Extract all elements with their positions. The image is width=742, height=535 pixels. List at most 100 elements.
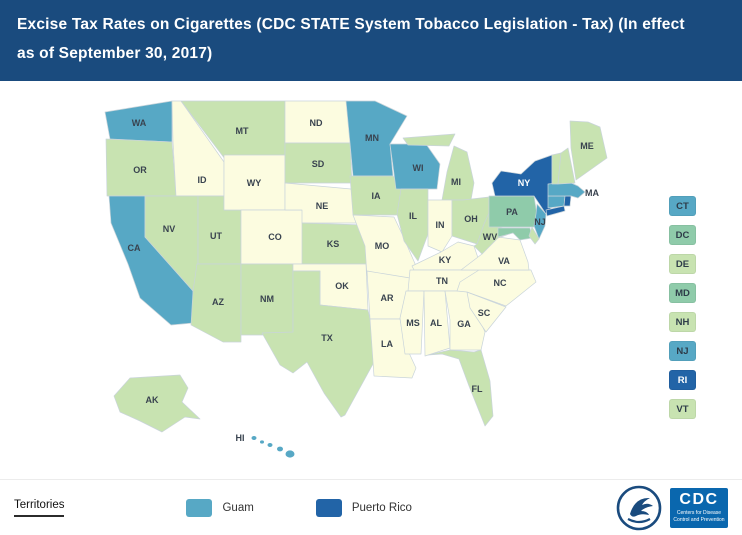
state-label-MS: MS: [406, 318, 420, 328]
state-WY[interactable]: WY: [223, 154, 286, 211]
state-KS[interactable]: KS: [301, 222, 368, 265]
guam-swatch: [186, 498, 213, 517]
state-MI[interactable]: MI: [402, 133, 475, 201]
state-label-AR: AR: [381, 293, 394, 303]
small-state-chip-label: CT: [676, 200, 689, 212]
small-state-chip-label: MD: [675, 287, 690, 299]
state-TX[interactable]: TX: [261, 270, 377, 418]
state-SC[interactable]: SC: [466, 291, 507, 333]
state-NM[interactable]: NM: [240, 263, 294, 336]
state-label-NJ: NJ: [534, 217, 546, 227]
state-label-OK: OK: [335, 281, 349, 291]
state-label-WI: WI: [413, 163, 424, 173]
small-states-list: CT DC DE MD NH NJ RI VT: [669, 196, 696, 419]
state-label-IN: IN: [436, 220, 445, 230]
state-label-OH: OH: [464, 214, 478, 224]
state-label-NY: NY: [518, 178, 531, 188]
territories-bar: Territories Guam Puerto Rico CDC Centers…: [0, 479, 742, 535]
cdc-logo: CDC Centers for Disease Control and Prev…: [670, 487, 728, 528]
legend-item-puerto-rico: Puerto Rico: [315, 498, 412, 517]
legend-item-guam: Guam: [186, 498, 254, 517]
state-label-ME: ME: [580, 141, 594, 151]
territories-legend: Guam Puerto Rico: [186, 498, 412, 517]
state-label-VA: VA: [498, 256, 510, 266]
state-label-SD: SD: [312, 159, 325, 169]
cdc-logo-text: CDC: [679, 491, 719, 509]
state-label-HI: HI: [236, 433, 245, 443]
small-state-chip-DC[interactable]: DC: [669, 225, 696, 245]
state-label-MI: MI: [451, 177, 461, 187]
small-state-chip-CT[interactable]: CT: [669, 196, 696, 216]
state-label-UT: UT: [210, 231, 222, 241]
small-state-chip-VT[interactable]: VT: [669, 399, 696, 419]
state-IL[interactable]: IL: [396, 188, 429, 262]
small-state-chip-label: DE: [675, 258, 690, 270]
state-HI[interactable]: HI: [236, 433, 295, 458]
small-state-chip-label: VT: [676, 403, 689, 415]
state-IN[interactable]: IN: [427, 199, 453, 253]
state-label-TX: TX: [321, 333, 333, 343]
state-AL[interactable]: AL: [423, 290, 451, 357]
state-WA[interactable]: WA: [104, 100, 173, 143]
state-MS[interactable]: MS: [399, 290, 425, 355]
state-FL[interactable]: FL: [427, 349, 494, 427]
state-label-KS: KS: [327, 239, 340, 249]
header-bar: Excise Tax Rates on Cigarettes (CDC STAT…: [0, 0, 742, 82]
state-WI[interactable]: WI: [389, 143, 441, 190]
state-label-SC: SC: [478, 308, 491, 318]
state-MD[interactable]: [497, 227, 533, 241]
state-NH[interactable]: [557, 147, 576, 185]
report-title: Excise Tax Rates on Cigarettes (CDC STAT…: [17, 16, 685, 62]
state-label-MT: MT: [236, 126, 249, 136]
cdc-logo-subtext: Centers for Disease Control and Preventi…: [673, 510, 725, 523]
state-label-PA: PA: [506, 207, 518, 217]
state-label-CO: CO: [268, 232, 282, 242]
small-state-chip-label: NH: [675, 316, 690, 328]
state-label-NV: NV: [163, 224, 176, 234]
territories-label: Territories: [14, 499, 65, 517]
state-ND[interactable]: ND: [284, 100, 351, 144]
state-MA[interactable]: MA: [547, 181, 599, 199]
state-SD[interactable]: SD: [284, 142, 353, 184]
state-NC[interactable]: NC: [456, 269, 537, 307]
small-state-chip-DE[interactable]: DE: [669, 254, 696, 274]
us-choropleth-map: WA OR CA ID NV UT AZ MT WY CO NM ND SD NE KS OK TX MN IA MO…: [104, 100, 608, 458]
guam-label: Guam: [222, 501, 254, 514]
state-ME[interactable]: ME: [569, 120, 608, 181]
state-label-WA: WA: [132, 118, 147, 128]
state-RI[interactable]: [563, 195, 572, 207]
state-label-TN: TN: [436, 276, 448, 286]
small-state-chip-NH[interactable]: NH: [669, 312, 696, 332]
state-AZ[interactable]: AZ: [190, 263, 242, 343]
small-state-chip-MD[interactable]: MD: [669, 283, 696, 303]
state-label-LA: LA: [381, 339, 393, 349]
state-label-GA: GA: [457, 319, 471, 329]
state-AK[interactable]: AK: [113, 374, 201, 433]
state-CT[interactable]: [547, 195, 566, 209]
state-MN[interactable]: MN: [345, 100, 408, 177]
small-state-chip-RI[interactable]: RI: [669, 370, 696, 390]
state-label-NM: NM: [260, 294, 274, 304]
state-label-NC: NC: [494, 278, 507, 288]
state-PA[interactable]: PA: [488, 195, 540, 228]
hhs-logo: [616, 485, 662, 530]
puerto-rico-swatch: [315, 498, 342, 517]
state-label-IL: IL: [409, 211, 418, 221]
state-label-MA: MA: [585, 188, 599, 198]
state-NY[interactable]: NY: [491, 154, 566, 217]
state-label-KY: KY: [439, 255, 452, 265]
state-label-MO: MO: [375, 241, 390, 251]
state-CO[interactable]: CO: [240, 209, 310, 265]
state-label-WY: WY: [247, 178, 262, 188]
state-label-AK: AK: [146, 395, 159, 405]
puerto-rico-label: Puerto Rico: [351, 501, 412, 514]
small-state-chip-NJ[interactable]: NJ: [669, 341, 696, 361]
state-label-AZ: AZ: [212, 297, 224, 307]
state-label-OR: OR: [133, 165, 147, 175]
small-state-chip-label: RI: [677, 374, 688, 386]
state-label-ID: ID: [198, 175, 208, 185]
footer-logos: CDC Centers for Disease Control and Prev…: [616, 485, 728, 531]
state-DE[interactable]: [528, 226, 540, 245]
state-OR[interactable]: OR: [105, 138, 177, 197]
